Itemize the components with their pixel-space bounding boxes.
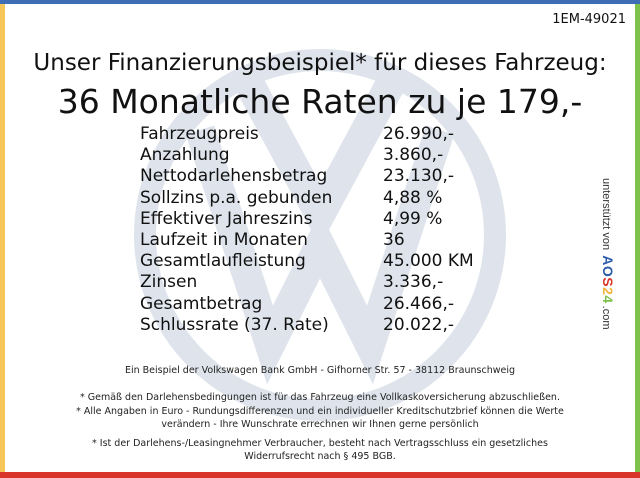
table-row: Zinsen 3.336,- bbox=[140, 272, 474, 293]
row-label: Laufzeit in Monaten bbox=[140, 230, 308, 251]
table-row: Anzahlung 3.860,- bbox=[140, 145, 474, 166]
sponsor-suffix: .com bbox=[600, 305, 612, 330]
left-border bbox=[0, 4, 5, 478]
listing-code: 1EM-49021 bbox=[552, 12, 626, 27]
right-border bbox=[635, 4, 640, 478]
row-value: 4,88 % bbox=[383, 187, 443, 208]
footnote-euro-line1: * Alle Angaben in Euro - Rundungsdiffere… bbox=[76, 406, 564, 417]
footnote-insurance: * Gemäß den Darlehensbedingungen ist für… bbox=[80, 392, 560, 403]
table-row: Laufzeit in Monaten 36 bbox=[140, 230, 474, 251]
row-label: Gesamtlaufleistung bbox=[140, 251, 306, 272]
table-row: Gesamtbetrag 26.466,- bbox=[140, 294, 474, 315]
table-row: Fahrzeugpreis 26.990,- bbox=[140, 124, 474, 145]
row-value: 4,99 % bbox=[383, 208, 443, 229]
headline: Unser Finanzierungsbeispiel* für dieses … bbox=[33, 50, 607, 76]
row-label: Effektiver Jahreszins bbox=[140, 208, 313, 229]
row-label: Gesamtbetrag bbox=[140, 293, 263, 314]
row-label: Nettodarlehensbetrag bbox=[140, 166, 328, 187]
table-row: Schlussrate (37. Rate) 20.022,- bbox=[140, 315, 474, 336]
row-value: 26.990,- bbox=[383, 124, 455, 144]
table-row: Sollzins p.a. gebunden 4,88 % bbox=[140, 188, 474, 209]
bottom-border bbox=[0, 472, 640, 478]
financing-table: Fahrzeugpreis 26.990,- Anzahlung 3.860,- N… bbox=[140, 124, 474, 336]
footnote-withdrawal-line2: Widerrufsrecht nach § 495 BGB. bbox=[244, 451, 396, 462]
aos24-logo: AOS24 bbox=[600, 255, 616, 304]
monthly-rate-headline: 36 Monatliche Raten zu je 179,- bbox=[57, 82, 583, 121]
sponsor-credit: unterstützt von AOS24.com bbox=[600, 178, 616, 330]
footnote-withdrawal-line1: * Ist der Darlehens-/Leasingnehmer Verbr… bbox=[92, 438, 548, 449]
vw-watermark-logo bbox=[134, 49, 506, 421]
row-label: Anzahlung bbox=[140, 145, 230, 166]
row-label: Zinsen bbox=[140, 272, 198, 293]
table-row: Effektiver Jahreszins 4,99 % bbox=[140, 209, 474, 230]
table-row: Nettodarlehensbetrag 23.130,- bbox=[140, 166, 474, 187]
table-row: Gesamtlaufleistung 45.000 KM bbox=[140, 251, 474, 272]
sponsor-prefix: unterstützt von bbox=[600, 178, 612, 251]
row-value: 3.860,- bbox=[383, 145, 444, 166]
row-value: 23.130,- bbox=[383, 166, 455, 187]
row-value: 36 bbox=[383, 230, 405, 251]
row-value: 3.336,- bbox=[383, 272, 444, 293]
footnote-euro-line2: verändern - Ihre Wunschrate errechnen wi… bbox=[161, 419, 479, 430]
row-label: Sollzins p.a. gebunden bbox=[140, 187, 333, 208]
row-value: 26.466,- bbox=[383, 293, 455, 314]
row-value: 20.022,- bbox=[383, 314, 455, 335]
row-value: 45.000 KM bbox=[383, 251, 474, 272]
row-label: Schlussrate (37. Rate) bbox=[140, 314, 329, 335]
bank-info: Ein Beispiel der Volkswagen Bank GmbH - … bbox=[124, 365, 515, 376]
row-label: Fahrzeugpreis bbox=[140, 124, 259, 144]
top-border bbox=[0, 0, 640, 4]
